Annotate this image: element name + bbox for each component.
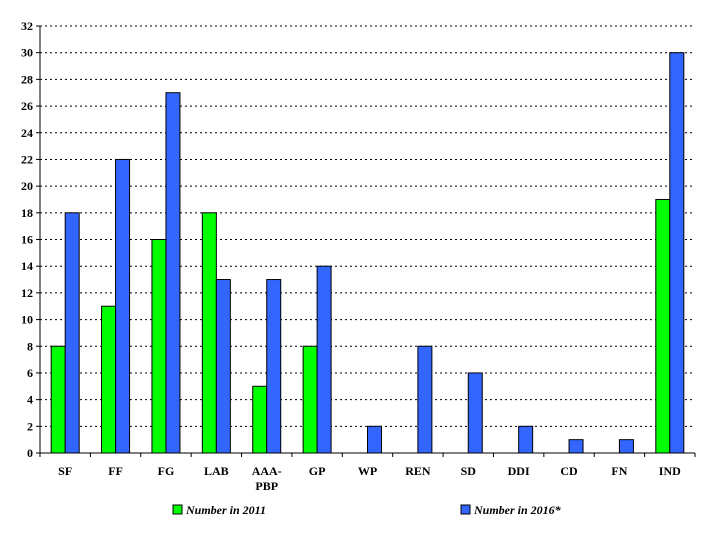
bar-2016-aaa-pbp: [266, 279, 282, 454]
x-tick-label-cd: CD: [560, 464, 578, 478]
bar-2016-sd: [467, 372, 483, 454]
bar-2011-lab: [201, 212, 217, 454]
y-tick-label: 6: [27, 366, 33, 380]
bar-2011-fg: [151, 239, 167, 454]
x-tick-label-ff: FF: [108, 464, 123, 478]
y-tick-label: 14: [21, 259, 33, 273]
x-tick-label-ren: REN: [405, 464, 431, 478]
bar-2011-sf: [50, 345, 66, 454]
bar-2016-ff: [115, 158, 131, 454]
x-tick-label-wp: WP: [358, 464, 377, 478]
bar-2016-lab: [215, 279, 231, 454]
bar-2016-wp: [367, 425, 382, 454]
y-tick-label: 32: [21, 19, 33, 33]
y-tick-label: 2: [27, 419, 33, 433]
x-tick-label-fg: FG: [158, 464, 175, 478]
y-tick-label: 22: [21, 152, 33, 166]
y-tick-label: 28: [21, 72, 33, 86]
bar-2011-ind: [655, 198, 671, 454]
bar-2011-ff: [101, 305, 117, 454]
y-tick-label: 20: [21, 179, 33, 193]
bar-2016-ind: [669, 52, 685, 454]
y-tick-label: 18: [21, 206, 33, 220]
bar-2016-ddi: [518, 425, 534, 454]
bar-2016-gp: [316, 265, 332, 454]
legend-label-2016: Number in 2016*: [473, 503, 562, 517]
y-tick-label: 16: [21, 233, 33, 247]
y-tick-label: 10: [21, 313, 33, 327]
legend-swatch-2016: [460, 504, 471, 515]
y-tick-label: 0: [27, 446, 33, 460]
bar-2016-ren: [417, 345, 433, 454]
bar-2016-fn: [618, 439, 634, 454]
y-tick-label: 30: [21, 46, 33, 60]
y-tick-label: 26: [21, 99, 33, 113]
x-tick-label-ind: IND: [659, 464, 681, 478]
bar-2011-aaa-pbp: [252, 385, 268, 454]
legend-label-2011: Number in 2011: [185, 503, 266, 517]
bar-2011-gp: [302, 345, 318, 454]
x-tick-label-sf: SF: [58, 464, 72, 478]
bar-2016-fg: [165, 92, 181, 454]
x-tick-label-sd: SD: [461, 464, 477, 478]
bar-2016-sf: [64, 212, 80, 454]
legend-swatch-2011: [172, 504, 183, 515]
y-tick-label: 24: [21, 126, 33, 140]
y-tick-label: 4: [27, 393, 33, 407]
x-tick-label-gp: GP: [309, 464, 326, 478]
y-tick-label: 8: [27, 339, 33, 353]
x-tick-label-aaa-pbp: AAA-PBP: [252, 464, 282, 493]
y-tick-label: 12: [21, 286, 33, 300]
x-tick-label-fn: FN: [611, 464, 627, 478]
x-tick-label-lab: LAB: [204, 464, 229, 478]
x-tick-label-ddi: DDI: [508, 464, 530, 478]
bar-2016-cd: [568, 439, 584, 454]
